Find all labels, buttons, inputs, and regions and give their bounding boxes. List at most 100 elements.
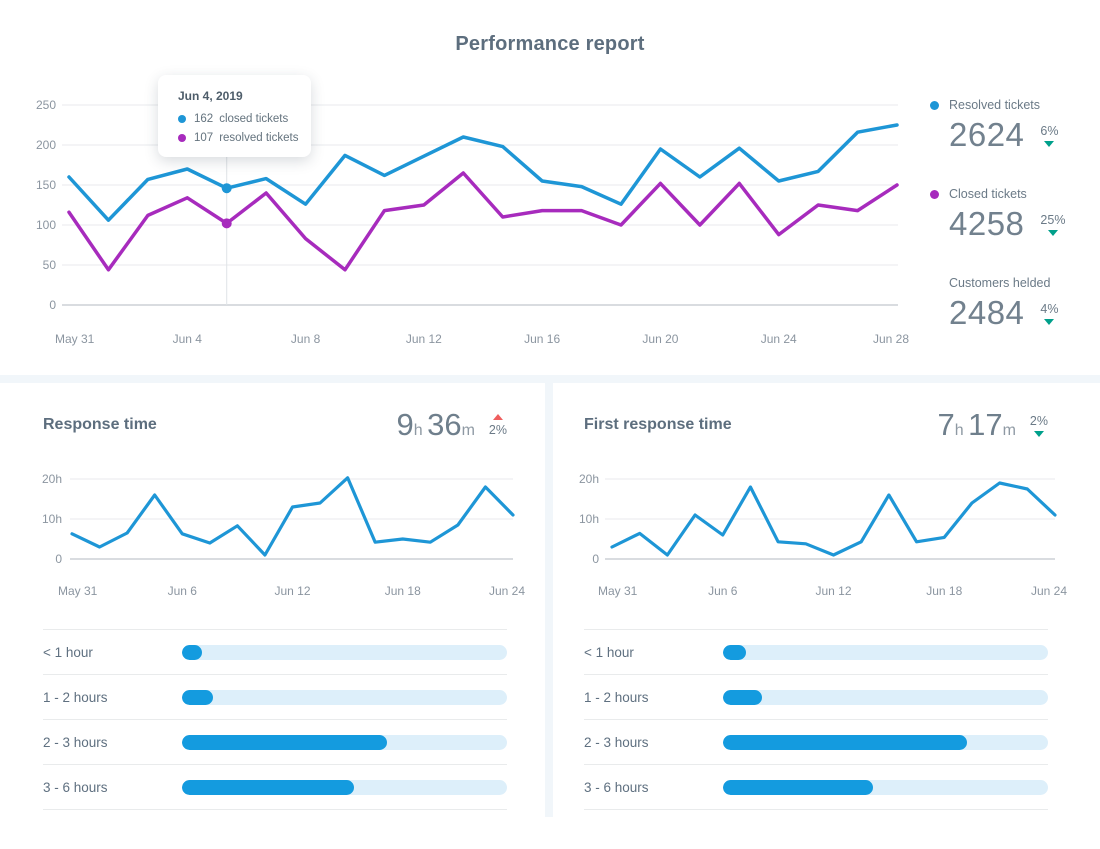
bar-label: 2 - 3 hours [584,734,649,750]
bar-track [182,644,507,660]
y-axis-tick-label: 50 [43,258,57,272]
stat-resolved-tickets: Resolved tickets 2624 6% [930,97,1098,153]
response-time-delta: 2% [489,414,507,437]
stat-delta: 25% [1040,213,1065,236]
first-response-time-value: 7h 17m [937,407,1016,442]
x-axis-tick-label: May 31 [598,584,638,598]
bar-row: 2 - 3 hours [43,719,507,764]
summary-stats: Resolved tickets 2624 6% Closed tickets … [930,97,1098,364]
bar-track [723,734,1048,750]
bar-row: 3 - 6 hours [584,764,1048,810]
legend-dot-icon [930,100,939,110]
stat-delta: 6% [1040,124,1059,147]
y-axis-tick-label: 250 [36,98,56,112]
first-response-time-delta: 2% [1030,414,1048,437]
bar-fill [182,689,213,705]
y-axis-tick-label: 0 [49,298,56,312]
first-response-time-panel: First response time 7h 17m 2% 0 10h 20h May… [553,383,1100,817]
bar-track [182,689,507,705]
response-time-line-chart[interactable]: 0 10h 20h May 31 Jun 6 Jun 12 Jun 18 Jun 24 [0,456,545,606]
y-axis-tick-label: 0 [55,552,62,566]
x-axis-tick-label: Jun 18 [926,584,962,598]
trend-arrow-icon [492,414,503,420]
tooltip-row-closed: 162 closed tickets [178,113,311,125]
x-axis-tick-label: Jun 12 [815,584,851,598]
x-axis-tick-label: Jun 20 [642,332,678,346]
x-axis-tick-label: Jun 16 [524,332,560,346]
first-response-time-hours--line [610,481,1057,557]
x-axis-tick-label: Jun 24 [1031,584,1067,598]
bar-row: 3 - 6 hours [43,764,507,810]
stat-label: Resolved tickets [949,98,1041,112]
panel-title: First response time [584,416,732,433]
x-axis-tick-label: Jun 24 [489,584,525,598]
stat-value: 4258 [949,205,1025,242]
resolved-tickets-dot-icon [178,134,186,142]
resolved-tickets-line [67,171,899,272]
bar-row: 1 - 2 hours [584,674,1048,719]
x-axis-tick-label: Jun 24 [761,332,797,346]
stat-label: Closed tickets [949,187,1027,201]
bar-fill [182,734,387,750]
bar-track [182,779,507,795]
stat-value: 2484 [949,294,1025,331]
bar-track [723,779,1048,795]
tooltip-label: resolved tickets [219,132,299,144]
first-response-time-distribution: < 1 hour 1 - 2 hours 2 - 3 hours 3 - 6 hour… [553,629,1100,810]
y-axis-tick-label: 10h [42,512,62,526]
y-axis-tick-label: 150 [36,178,56,192]
bar-track [182,734,507,750]
performance-report-panel: Performance report 0 50 100 150 200 250 May 31… [0,0,1100,375]
panel-title: Response time [43,416,157,433]
tooltip-date: Jun 4, 2019 [178,89,243,103]
y-axis-tick-label: 20h [42,472,62,486]
marker-dot-icon [221,218,232,229]
response-time-hours--line [70,476,515,557]
closed-tickets-dot-icon [178,115,186,123]
y-axis-tick-label: 0 [592,552,599,566]
tooltip-row-resolved: 107 resolved tickets [178,132,311,144]
bar-row: < 1 hour [43,629,507,674]
tickets-line-chart[interactable]: 0 50 100 150 200 250 May 31 Jun 4 Jun 8 Jun 12 Jun… [0,90,940,355]
page-title: Performance report [455,33,645,55]
bar-label: < 1 hour [43,644,93,660]
stat-closed-tickets: Closed tickets 4258 25% [930,186,1098,242]
bar-track [723,689,1048,705]
x-axis-tick-label: Jun 12 [274,584,310,598]
bar-fill [182,644,202,660]
bar-label: 1 - 2 hours [43,689,108,705]
y-axis-tick-label: 10h [579,512,599,526]
tooltip-value: 107 [194,132,214,144]
stat-customers-helped: Customers helded 2484 4% [930,275,1098,331]
first-response-time-line-chart[interactable]: 0 10h 20h May 31 Jun 6 Jun 12 Jun 18 Jun 24 [553,456,1100,606]
response-time-value: 9h 36m [396,407,475,442]
bar-fill [182,779,355,795]
vertical-divider [545,383,553,817]
x-axis-tick-label: May 31 [58,584,98,598]
y-axis-tick-label: 20h [579,472,599,486]
response-time-panel: Response time 9h 36m 2% 0 10h 20h May 31 Jun… [0,383,545,817]
bar-label: 3 - 6 hours [584,779,649,795]
bar-label: < 1 hour [584,644,634,660]
bar-label: 1 - 2 hours [584,689,649,705]
trend-arrow-icon [1033,431,1044,437]
stat-delta: 4% [1040,302,1059,325]
chart-tooltip: Jun 4, 2019 162 closed tickets 107 resol… [158,75,311,157]
x-axis-tick-label: May 31 [55,332,95,346]
y-axis-tick-label: 100 [36,218,56,232]
stat-value: 2624 [949,116,1025,153]
bar-fill [723,689,762,705]
bar-track [723,644,1048,660]
bar-fill [723,644,746,660]
bar-row: 2 - 3 hours [584,719,1048,764]
y-axis-tick-label: 200 [36,138,56,152]
trend-arrow-icon [1047,230,1058,236]
stat-label: Customers helded [949,276,1051,290]
legend-dot-icon [930,189,939,199]
bar-row: 1 - 2 hours [43,674,507,719]
x-axis-tick-label: Jun 18 [385,584,421,598]
horizontal-divider [0,375,1100,383]
x-axis-tick-label: Jun 4 [173,332,203,346]
tooltip-label: closed tickets [219,113,289,125]
response-time-distribution: < 1 hour 1 - 2 hours 2 - 3 hours 3 - 6 hour… [0,629,545,810]
